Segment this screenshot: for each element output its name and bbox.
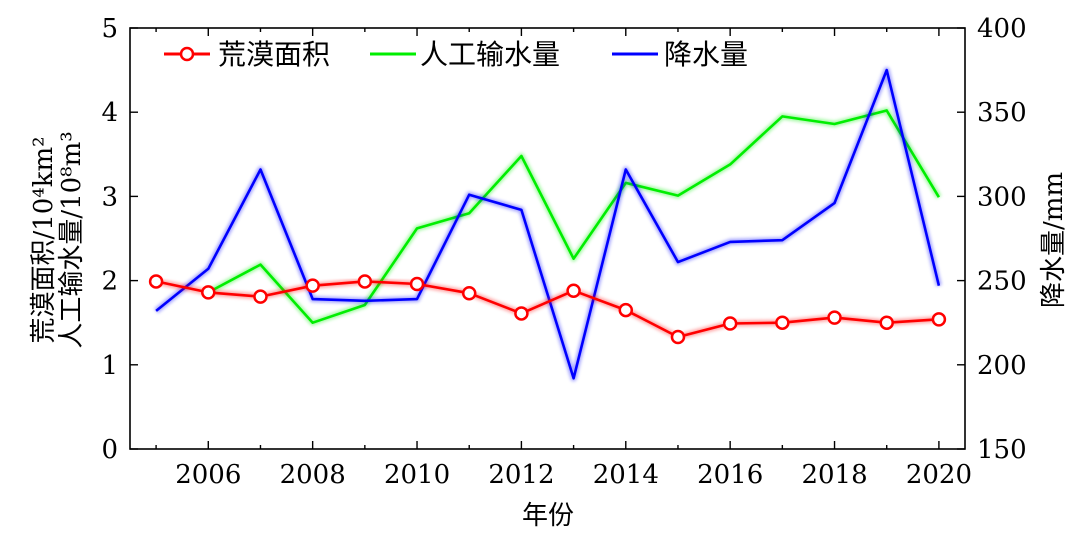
y-right-tick-label: 150 xyxy=(977,435,1027,465)
data-point-desert-area xyxy=(305,278,320,293)
series-line-halo-precipitation xyxy=(154,67,942,382)
x-axis-title: 年份 xyxy=(522,501,574,531)
y-left-tick-label: 0 xyxy=(101,435,118,465)
legend-item-desert-area: 荒漠面积 xyxy=(164,38,330,71)
data-point-desert-area xyxy=(879,315,894,330)
data-point-desert-area xyxy=(775,315,790,330)
y-axis-right-title: 降水量/mm xyxy=(1039,172,1069,308)
x-tick-label: 2020 xyxy=(906,460,972,490)
series-layer xyxy=(148,67,947,382)
y-left-tick-label: 1 xyxy=(101,351,118,381)
y-left-tick-label: 2 xyxy=(101,267,118,297)
data-point-desert-area xyxy=(827,310,842,325)
data-point-desert-area xyxy=(566,283,581,298)
data-point-desert-area xyxy=(618,302,634,318)
y-axis-left-title-line1: 荒漠面积/10⁴km² xyxy=(29,136,59,343)
data-point-desert-area xyxy=(461,285,477,301)
plot-frame xyxy=(129,27,966,450)
x-tick-label: 2012 xyxy=(488,460,554,490)
data-point-desert-area xyxy=(148,274,164,289)
x-tick-label: 2008 xyxy=(280,460,346,490)
y-axis-left-title-line2: 人工输水量/10⁸m³ xyxy=(57,131,87,348)
data-point-desert-area xyxy=(514,306,529,321)
data-point-desert-area xyxy=(409,276,425,292)
legend-item-precipitation: 降水量 xyxy=(612,38,748,71)
data-point-desert-area xyxy=(931,312,947,327)
x-tick-label: 2016 xyxy=(697,460,763,490)
legend-item-water-transfer: 人工输水量 xyxy=(370,38,560,71)
legend-label-desert-area: 荒漠面积 xyxy=(218,38,330,71)
series-line-precipitation xyxy=(155,68,941,380)
x-tick-label: 2006 xyxy=(175,460,241,490)
ticks-layer: 2006 2008 2010 2012 2014 2016 2018 2020 0 1 2 3 4 5 15… xyxy=(101,14,1026,490)
data-point-desert-area xyxy=(670,329,686,345)
data-point-desert-area xyxy=(201,285,216,300)
y-left-tick-label: 4 xyxy=(101,98,118,128)
legend-marker-circle xyxy=(179,46,195,62)
series-line-water-transfer xyxy=(207,109,941,325)
x-tick-label: 2018 xyxy=(801,460,867,490)
series-line-desert-area xyxy=(155,280,939,339)
data-point-desert-area xyxy=(253,289,268,304)
y-right-tick-label: 350 xyxy=(977,98,1027,128)
y-right-tick-label: 300 xyxy=(977,182,1027,212)
legend-label-water-transfer: 人工输水量 xyxy=(420,38,560,71)
x-tick-label: 2010 xyxy=(384,460,450,490)
x-tick-label: 2014 xyxy=(593,460,659,490)
y-right-tick-label: 200 xyxy=(977,351,1027,381)
data-point-desert-area xyxy=(722,316,738,331)
y-left-tick-label: 5 xyxy=(101,14,118,44)
y-right-tick-label: 250 xyxy=(977,267,1027,297)
y-left-tick-label: 3 xyxy=(101,182,118,212)
data-point-desert-area xyxy=(357,274,373,289)
legend-label-precipitation: 降水量 xyxy=(664,38,748,71)
legend: 荒漠面积 人工输水量 降水量 xyxy=(164,38,748,71)
y-right-tick-label: 400 xyxy=(977,14,1027,44)
